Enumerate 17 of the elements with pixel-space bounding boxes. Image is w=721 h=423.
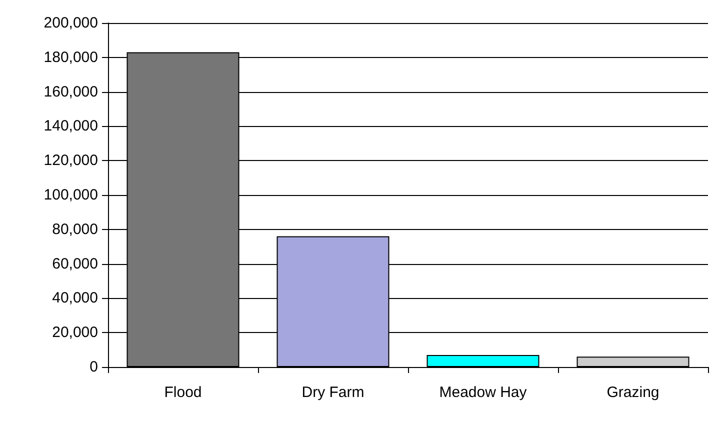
- y-tick-label: 80,000: [52, 220, 98, 238]
- y-tick-label: 180,000: [44, 48, 98, 66]
- bar: [426, 354, 540, 367]
- x-tick-label: Meadow Hay: [439, 384, 528, 401]
- y-tick-label: 0: [90, 358, 98, 376]
- y-tick-label: 160,000: [44, 83, 98, 100]
- y-tick-label: 120,000: [44, 152, 98, 170]
- x-tick-label: Dry Farm: [302, 384, 364, 401]
- y-tick-label: 60,000: [52, 255, 98, 272]
- x-tick-label: Grazing: [606, 384, 660, 401]
- y-tick-label: 20,000: [52, 324, 98, 342]
- x-tick-label: Flood: [164, 384, 202, 401]
- y-tick-label: 200,000: [44, 14, 98, 32]
- y-tick-label: 100,000: [44, 186, 98, 204]
- y-tick-label: 140,000: [44, 118, 98, 135]
- y-tick-label: 40,000: [52, 290, 98, 307]
- bar: [576, 356, 690, 367]
